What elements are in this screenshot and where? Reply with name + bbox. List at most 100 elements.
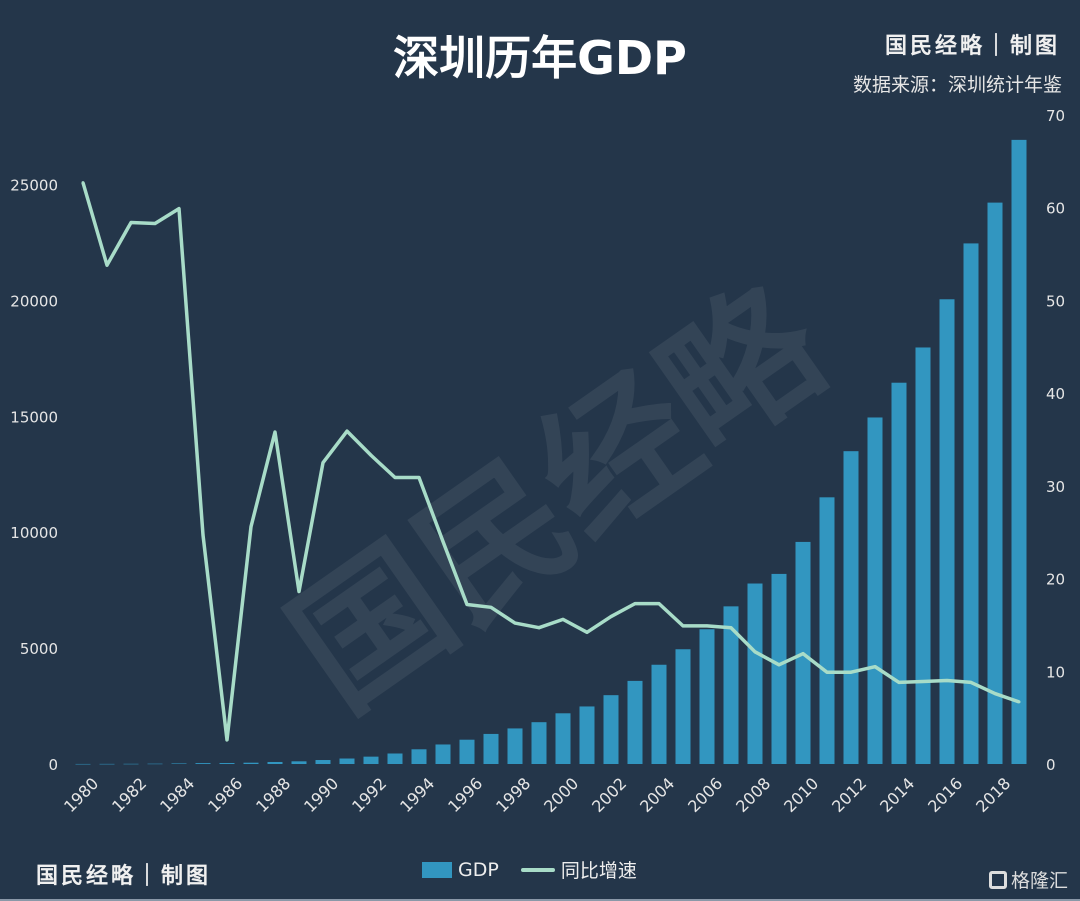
x-axis-tick: 1994 [396, 774, 438, 816]
legend-swatch-growth [520, 867, 555, 872]
growth-line [81, 182, 1020, 742]
growth-point [249, 525, 253, 529]
growth-point [897, 680, 901, 684]
growth-point [993, 692, 997, 696]
growth-point [705, 624, 709, 628]
growth-point [801, 652, 805, 656]
gdp-bar [75, 763, 91, 765]
gdp-bar [315, 760, 331, 764]
gdp-bar [483, 733, 499, 764]
growth-point [873, 665, 877, 669]
brand-credit-top: 国民经略｜制图 [884, 33, 1060, 59]
legend-swatch-gdp [422, 861, 452, 878]
right-axis-tick: 70 [1046, 107, 1065, 125]
growth-point [297, 590, 301, 594]
gdp-bar [699, 629, 715, 764]
growth-point [393, 476, 397, 480]
growth-point [849, 670, 853, 674]
gdp-bar [267, 761, 283, 764]
legend-label-gdp: GDP [458, 858, 499, 881]
x-axis-tick: 2010 [780, 774, 822, 816]
gdp-bar [963, 243, 979, 764]
growth-point [657, 602, 661, 606]
x-axis-tick: 1990 [300, 774, 342, 816]
gdp-bar [387, 753, 403, 764]
gdp-bar [507, 728, 523, 764]
brand-credit-bottom: 国民经略｜制图 [36, 863, 212, 889]
x-axis-tick: 1988 [252, 774, 294, 816]
growth-point [489, 605, 493, 609]
growth-point [969, 680, 973, 684]
gdp-bar [819, 497, 835, 764]
growth-point [681, 624, 685, 628]
growth-point [561, 617, 565, 621]
legend: GDP 同比增速 [422, 856, 637, 883]
x-axis-tick: 2006 [684, 774, 726, 816]
x-axis-tick: 1998 [492, 774, 534, 816]
left-axis-tick: 0 [48, 756, 58, 774]
growth-point [513, 621, 517, 625]
left-axis-tick: 25000 [10, 177, 58, 195]
gdp-bar [435, 744, 451, 764]
gdp-bar [723, 606, 739, 764]
x-axis-tick: 1984 [156, 774, 198, 816]
gdp-bar [867, 417, 883, 764]
chart-title: 深圳历年GDP [393, 31, 687, 85]
gdp-bar [459, 739, 475, 764]
growth-point [321, 461, 325, 465]
growth-point [441, 539, 445, 543]
right-axis-tick: 50 [1046, 292, 1065, 310]
x-axis-tick: 2016 [924, 774, 966, 816]
gdp-bar [1011, 139, 1027, 764]
x-axis-tick: 1980 [60, 774, 102, 816]
gdp-bar [195, 763, 211, 764]
growth-point [177, 207, 181, 211]
right-axis-tick: 60 [1046, 200, 1065, 218]
growth-point [369, 453, 373, 457]
growth-point [465, 603, 469, 607]
right-axis-tick: 0 [1046, 756, 1056, 774]
gdp-bar [891, 382, 907, 764]
gdp-bar [651, 664, 667, 764]
gdp-bar [411, 749, 427, 764]
x-axis-tick: 2012 [828, 774, 870, 816]
x-axis-tick: 2004 [636, 774, 678, 816]
x-axis-tick: 2002 [588, 774, 630, 816]
growth-point [753, 650, 757, 654]
growth-point [945, 679, 949, 683]
growth-point [609, 615, 613, 619]
gdp-bar [555, 713, 571, 764]
gdp-bar [987, 202, 1003, 765]
growth-point [633, 602, 637, 606]
growth-point [417, 476, 421, 480]
x-axis-tick: 2008 [732, 774, 774, 816]
x-axis-tick: 1996 [444, 774, 486, 816]
logo-text: 格隆汇 [1010, 870, 1068, 892]
gdp-bar [771, 573, 787, 764]
growth-point [777, 663, 781, 667]
right-axis-tick: 30 [1046, 478, 1065, 496]
growth-point [921, 679, 925, 683]
bottom-divider [0, 899, 1080, 901]
gdp-bar [339, 758, 355, 764]
x-axis-tick: 2018 [972, 774, 1014, 816]
gdp-bar [99, 763, 115, 765]
growth-point [1017, 700, 1021, 704]
right-axis-tick: 20 [1046, 571, 1065, 589]
left-axis-tick: 5000 [20, 640, 58, 658]
legend-label-growth: 同比增速 [560, 860, 637, 882]
gdp-bar [291, 761, 307, 764]
left-axis-tick: 20000 [10, 292, 58, 310]
gdp-bar [147, 763, 163, 765]
gdp-bar [675, 649, 691, 764]
gdp-bar [747, 583, 763, 764]
right-axis-tick: 10 [1046, 663, 1065, 681]
growth-point [153, 221, 157, 225]
gdp-bar [363, 756, 379, 764]
growth-point [537, 626, 541, 630]
gdp-bar [915, 347, 931, 764]
growth-point [729, 626, 733, 630]
gdp-bar [579, 706, 595, 764]
x-axis-tick: 1982 [108, 774, 150, 816]
gdp-bar [243, 762, 259, 764]
